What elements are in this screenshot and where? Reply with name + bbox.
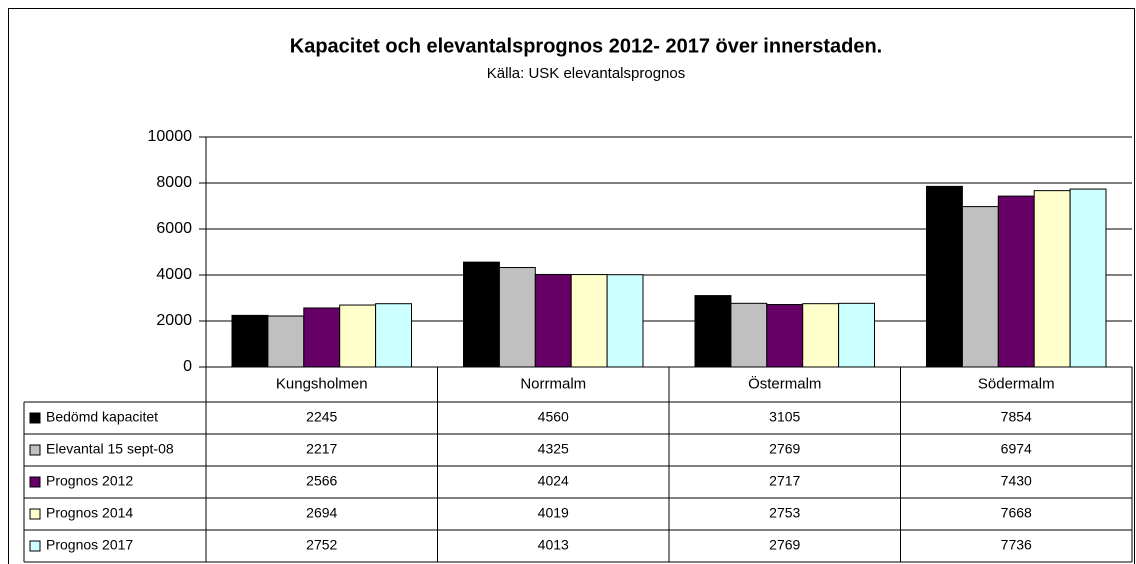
- table-cell: 6974: [1001, 441, 1032, 457]
- chart-subtitle: Källa: USK elevantalsprognos: [487, 65, 685, 82]
- table-cell: 4560: [538, 409, 569, 425]
- table-cell: 4325: [538, 441, 569, 457]
- legend-swatch: [29, 476, 41, 488]
- chart-title: Kapacitet och elevantalsprognos 2012- 20…: [290, 35, 882, 57]
- x-tick-label: Östermalm: [748, 374, 821, 392]
- bar: [694, 295, 732, 368]
- table-cell: 7668: [1001, 505, 1032, 521]
- bar: [375, 303, 413, 368]
- bar: [997, 195, 1035, 368]
- table-cell: 2694: [306, 505, 337, 521]
- bar: [534, 273, 572, 368]
- table-cell: 7430: [1001, 473, 1032, 489]
- table-cell: 2245: [306, 409, 337, 425]
- legend-swatch: [29, 508, 41, 520]
- table-cell: 4019: [538, 505, 569, 521]
- table-cell: 7736: [1001, 537, 1032, 553]
- bar: [498, 267, 536, 368]
- table-cell: 2717: [769, 473, 800, 489]
- y-tick-label: 8000: [156, 174, 192, 191]
- bar: [730, 302, 768, 368]
- bar: [570, 274, 608, 368]
- bar: [267, 315, 305, 368]
- bar: [231, 314, 269, 368]
- bar: [766, 304, 804, 368]
- table-cell: 3105: [769, 409, 800, 425]
- legend-swatch: [29, 540, 41, 552]
- legend-label: Elevantal 15 sept-08: [46, 441, 174, 457]
- table-cell: 2769: [769, 537, 800, 553]
- bar: [1033, 190, 1071, 368]
- table-cell: 2566: [306, 473, 337, 489]
- bar: [606, 274, 644, 368]
- legend-label: Prognos 2012: [46, 473, 133, 489]
- bar: [1069, 188, 1107, 368]
- table-cell: 2753: [769, 505, 800, 521]
- bar: [303, 307, 341, 368]
- bar: [339, 304, 377, 368]
- table-cell: 4013: [538, 537, 569, 553]
- bar: [926, 185, 963, 368]
- y-tick-label: 2000: [156, 312, 192, 329]
- table-cell: 7854: [1001, 409, 1032, 425]
- x-tick-label: Kungsholmen: [276, 375, 368, 392]
- y-tick-label: 6000: [156, 220, 192, 237]
- x-tick-label: Södermalm: [978, 375, 1055, 392]
- legend-swatch: [29, 412, 41, 424]
- bar: [961, 206, 999, 368]
- table-cell: 4024: [538, 473, 569, 489]
- y-tick-label: 10000: [148, 128, 193, 145]
- bar: [463, 261, 500, 368]
- legend-swatch: [29, 444, 41, 456]
- table-cell: 2769: [769, 441, 800, 457]
- y-tick-label: 4000: [156, 266, 192, 283]
- table-cell: 2217: [306, 441, 337, 457]
- table-cell: 2752: [306, 537, 337, 553]
- legend-label: Prognos 2017: [46, 537, 133, 553]
- y-tick-label: 0: [183, 358, 192, 375]
- bar: [838, 302, 875, 368]
- bar: [802, 303, 840, 368]
- legend-label: Prognos 2014: [46, 505, 133, 521]
- legend-label: Bedömd kapacitet: [46, 409, 158, 425]
- x-tick-label: Norrmalm: [520, 375, 586, 392]
